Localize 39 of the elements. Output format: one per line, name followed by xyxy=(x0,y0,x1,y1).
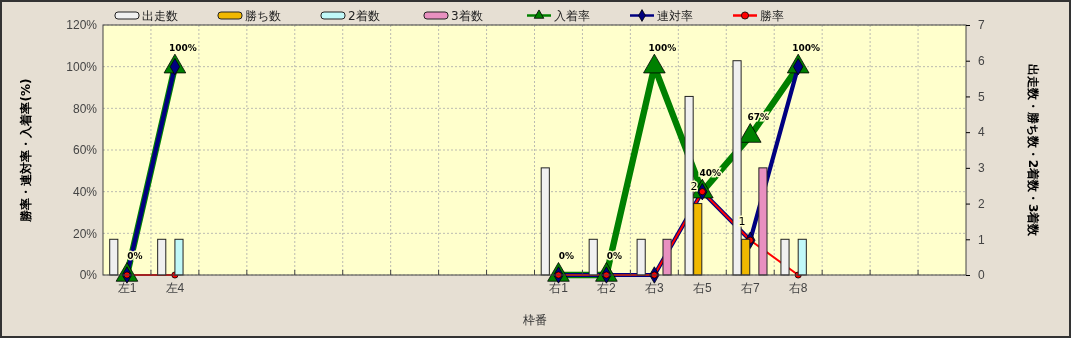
legend-label: 勝ち数 xyxy=(245,9,281,23)
data-label: 0% xyxy=(558,251,575,261)
data-label: 100% xyxy=(792,42,821,53)
y-tick-label: 40% xyxy=(72,185,98,200)
legend-label: 入着率 xyxy=(554,9,590,23)
y2-tick-label: 4 xyxy=(978,125,985,140)
y-tick-label: 80% xyxy=(72,101,98,116)
data-label: 100% xyxy=(648,42,677,53)
x-tick-label: 左1 xyxy=(117,280,137,295)
x-tick-label: 右3 xyxy=(645,280,665,295)
x-axis-title: 枠番 xyxy=(521,313,547,327)
y2-tick-label: 0 xyxy=(978,268,985,283)
x-tick-label: 左4 xyxy=(165,280,185,295)
x-tick-label: 右7 xyxy=(740,280,760,295)
legend-label: 3着数 xyxy=(451,9,483,23)
legend-label: 出走数 xyxy=(142,9,178,23)
data-label: 2 xyxy=(690,179,698,193)
y2-tick-label: 2 xyxy=(978,196,985,211)
legend-label: 2着数 xyxy=(348,9,380,23)
y2-tick-label: 1 xyxy=(978,232,985,247)
y-axis-title: 勝率・連対率・入着率(%) xyxy=(19,78,33,223)
y-tick-label: 100% xyxy=(66,60,98,75)
x-tick-label: 右5 xyxy=(692,280,712,295)
x-tick-label: 右1 xyxy=(549,280,569,295)
y-tick-label: 0% xyxy=(79,268,98,283)
y2-tick-label: 3 xyxy=(978,161,985,176)
y2-tick-label: 6 xyxy=(978,54,985,69)
x-tick-label: 右2 xyxy=(597,280,617,295)
x-tick-label: 右8 xyxy=(788,280,808,295)
y-tick-label: 20% xyxy=(72,226,98,241)
y-tick-label: 120% xyxy=(66,18,98,33)
legend-label: 勝率 xyxy=(760,9,784,23)
data-label: 1 xyxy=(738,215,746,229)
y2-tick-label: 5 xyxy=(978,89,985,104)
y2-axis-title: 出走数・勝ち数・2着数・3着数 xyxy=(1026,63,1040,238)
data-label: 100% xyxy=(169,42,197,53)
legend-label: 連対率 xyxy=(657,9,693,23)
y-tick-label: 60% xyxy=(72,143,98,158)
y2-tick-label: 7 xyxy=(978,18,985,33)
